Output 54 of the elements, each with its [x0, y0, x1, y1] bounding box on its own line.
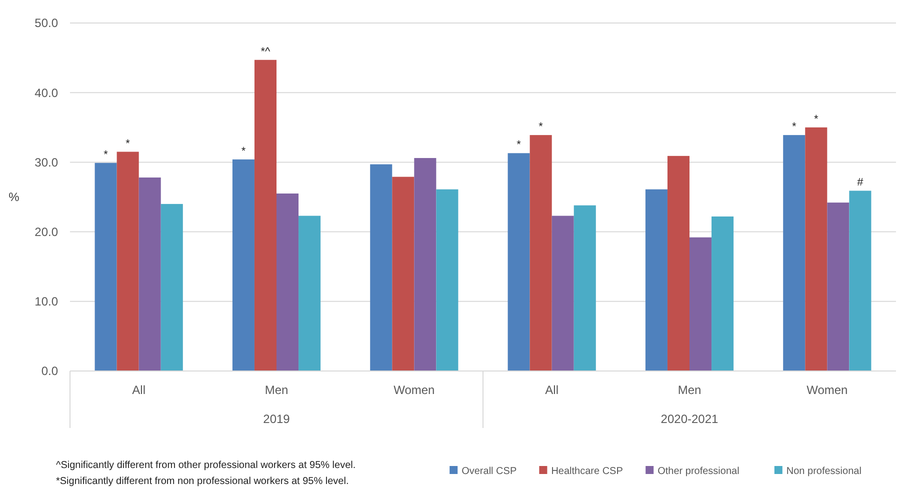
bar [414, 158, 436, 371]
y-tick-label: 40.0 [34, 86, 58, 100]
legend-label: Overall CSP [462, 466, 517, 477]
y-axis-title: % [8, 190, 20, 204]
bar [370, 164, 392, 371]
x-tick-label: All [132, 383, 146, 397]
data-label: * [126, 138, 131, 150]
bar [94, 162, 117, 371]
data-label: * [104, 148, 109, 161]
bar [116, 152, 139, 371]
data-label: * [516, 139, 522, 152]
data-label: * [538, 121, 544, 134]
bar [783, 135, 806, 371]
bar [276, 194, 299, 371]
y-tick-label: 10.0 [34, 294, 58, 309]
x-tick-label: All [545, 383, 559, 397]
bar [530, 135, 552, 371]
bar [827, 202, 850, 371]
bar [392, 176, 414, 371]
data-label: * [814, 113, 820, 126]
bar [574, 205, 596, 371]
bar [712, 216, 734, 371]
bar [690, 237, 712, 371]
y-tick-label: 0.0 [41, 364, 58, 378]
text: ^Significantly different from other professional workers at 95% level. [56, 460, 356, 471]
legend-label: Healthcare CSP [551, 466, 624, 477]
bar [667, 156, 690, 371]
data-label: * [241, 145, 246, 158]
text: 2020-2021 [660, 412, 719, 426]
y-tick-label: 30.0 [34, 155, 58, 170]
bar [298, 216, 321, 371]
text: *Significantly different from non professional workers at 95% level. [56, 476, 349, 487]
bar [849, 190, 872, 371]
data-label: *^ [260, 46, 272, 58]
bar [254, 60, 276, 371]
text: 2019 [263, 412, 290, 426]
bar [552, 216, 574, 371]
y-tick-label: 20.0 [34, 225, 58, 239]
bar [805, 127, 828, 371]
bar [160, 204, 183, 371]
x-tick-label: Men [678, 383, 702, 397]
legend-label: Other professional [658, 466, 740, 477]
x-tick-label: Women [806, 383, 848, 397]
bar [508, 153, 530, 371]
bar [138, 178, 161, 371]
data-label: # [857, 176, 864, 189]
y-tick-label: 50.0 [34, 16, 58, 30]
bar [436, 189, 458, 371]
bar [645, 189, 668, 371]
x-tick-label: Women [394, 383, 435, 397]
data-label: * [792, 121, 797, 134]
legend-label: Non professional [786, 466, 862, 477]
bar [232, 159, 254, 371]
x-tick-label: Men [264, 383, 288, 397]
